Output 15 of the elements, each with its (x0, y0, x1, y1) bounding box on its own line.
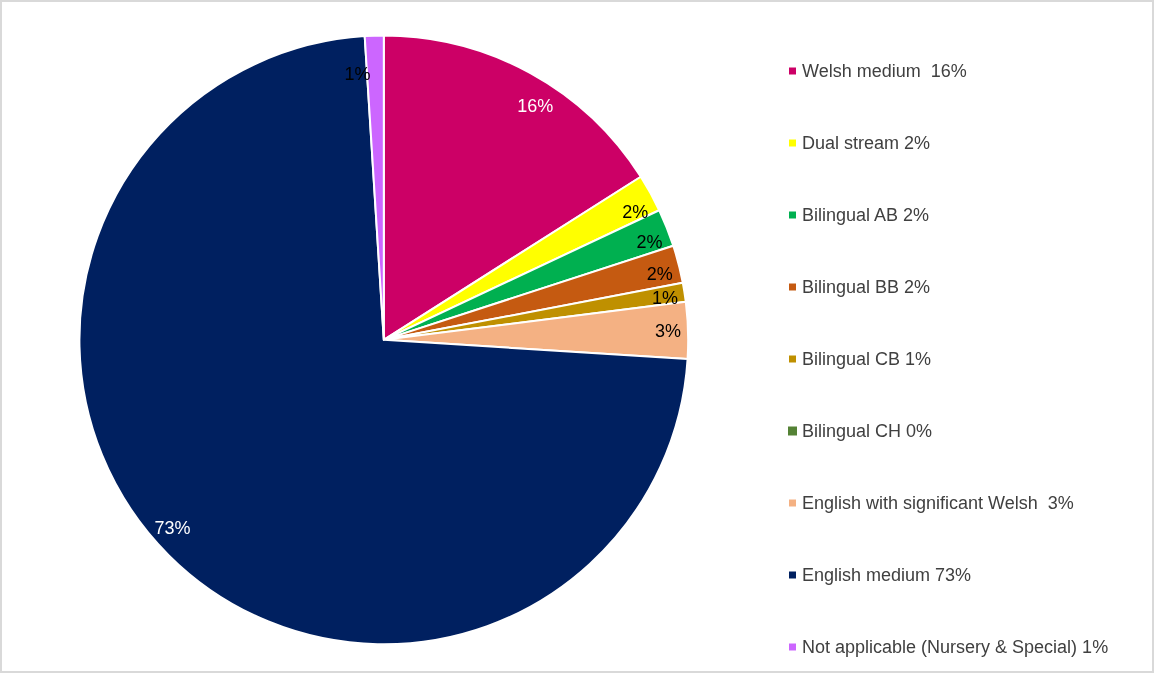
data-label: 2% (622, 201, 649, 222)
legend-label: Bilingual CH 0% (802, 421, 933, 441)
legend-label: Dual stream 2% (802, 133, 931, 153)
legend-label: Bilingual AB 2% (802, 205, 930, 225)
legend-label: English with significant Welsh 3% (802, 493, 1074, 513)
data-label: 2% (646, 263, 673, 284)
data-label: 2% (636, 231, 663, 252)
data-label: 73% (154, 518, 191, 539)
data-label: 16% (517, 96, 554, 117)
legend-label: Bilingual CB 1% (802, 349, 932, 369)
legend-label: Bilingual BB 2% (802, 277, 931, 297)
legend-label: Welsh medium 16% (802, 61, 967, 81)
legend-label: Not applicable (Nursery & Special) 1% (802, 637, 1109, 657)
legend-label: English medium 73% (802, 565, 972, 585)
data-label: 3% (655, 321, 682, 342)
